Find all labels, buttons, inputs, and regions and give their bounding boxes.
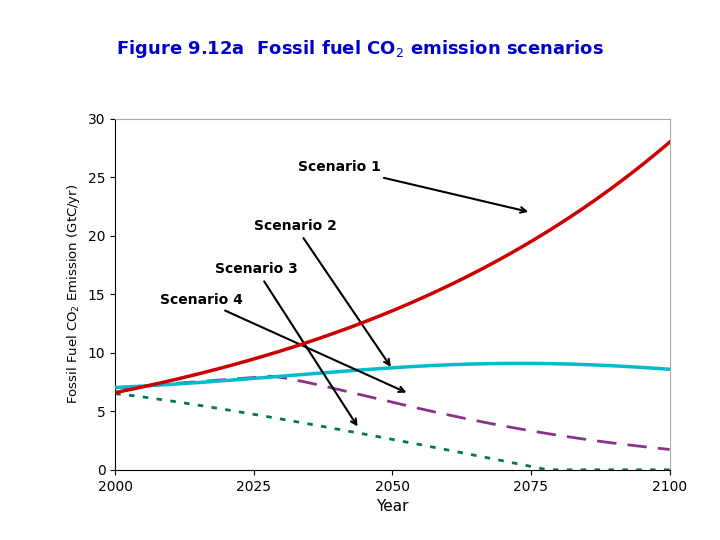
Text: Scenario 3: Scenario 3 <box>215 262 356 424</box>
Text: Scenario 2: Scenario 2 <box>253 219 390 365</box>
Text: Figure 9.12a  Fossil fuel CO$_2$ emission scenarios: Figure 9.12a Fossil fuel CO$_2$ emission… <box>116 38 604 59</box>
Text: Scenario 4: Scenario 4 <box>160 293 405 392</box>
Text: Scenario 1: Scenario 1 <box>298 160 526 213</box>
Y-axis label: Fossil Fuel CO$_2$ Emission (GtC/yr): Fossil Fuel CO$_2$ Emission (GtC/yr) <box>66 184 82 404</box>
X-axis label: Year: Year <box>376 499 409 514</box>
